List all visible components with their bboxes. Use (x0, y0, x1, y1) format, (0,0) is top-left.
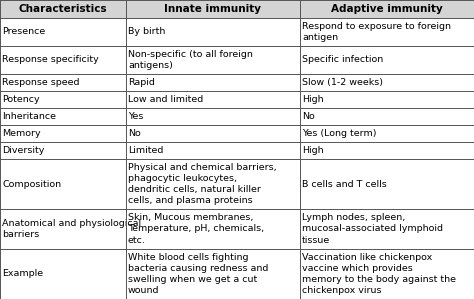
Bar (0, 108, 126, 125)
Bar (126, 46, 300, 74)
Bar (126, 18, 300, 46)
Text: Physical and chemical barriers,
phagocytic leukocytes,
dendritic cells, natural : Physical and chemical barriers, phagocyt… (128, 163, 277, 205)
Bar (300, 91, 474, 108)
Text: Skin, Mucous membranes,
Temperature, pH, chemicals,
etc.: Skin, Mucous membranes, Temperature, pH,… (128, 213, 264, 245)
Bar (300, 248, 474, 299)
Text: Composition: Composition (2, 179, 62, 189)
Text: Yes (Long term): Yes (Long term) (302, 129, 376, 138)
Bar (0, 209, 126, 248)
Bar (126, 0, 300, 18)
Bar (126, 159, 300, 209)
Text: Specific infection: Specific infection (302, 56, 383, 65)
Bar (300, 209, 474, 248)
Bar (300, 108, 474, 125)
Bar (126, 125, 300, 142)
Bar (300, 46, 474, 74)
Bar (126, 74, 300, 91)
Bar (0, 159, 126, 209)
Text: No: No (302, 112, 315, 121)
Text: Rapid: Rapid (128, 78, 155, 87)
Text: Low and limited: Low and limited (128, 95, 203, 104)
Bar (300, 18, 474, 46)
Bar (300, 74, 474, 91)
Bar (300, 125, 474, 142)
Bar (126, 248, 300, 299)
Bar (300, 159, 474, 209)
Text: Presence: Presence (2, 27, 46, 36)
Text: White blood cells fighting
bacteria causing redness and
swelling when we get a c: White blood cells fighting bacteria caus… (128, 253, 268, 295)
Text: By birth: By birth (128, 27, 165, 36)
Text: Memory: Memory (2, 129, 41, 138)
Text: Potency: Potency (2, 95, 40, 104)
Bar (126, 91, 300, 108)
Text: Limited: Limited (128, 146, 164, 155)
Text: Slow (1-2 weeks): Slow (1-2 weeks) (302, 78, 383, 87)
Bar (0, 46, 126, 74)
Text: Non-specific (to all foreign
antigens): Non-specific (to all foreign antigens) (128, 50, 253, 70)
Text: No: No (128, 129, 141, 138)
Bar (0, 0, 126, 18)
Text: Example: Example (2, 269, 44, 278)
Bar (0, 91, 126, 108)
Text: Characteristics: Characteristics (18, 4, 107, 14)
Bar (126, 142, 300, 159)
Bar (0, 142, 126, 159)
Text: Diversity: Diversity (2, 146, 45, 155)
Bar (0, 18, 126, 46)
Bar (126, 108, 300, 125)
Text: Lymph nodes, spleen,
mucosal-associated lymphoid
tissue: Lymph nodes, spleen, mucosal-associated … (302, 213, 443, 245)
Bar (300, 142, 474, 159)
Bar (0, 74, 126, 91)
Text: Response speed: Response speed (2, 78, 80, 87)
Bar (0, 125, 126, 142)
Bar (300, 0, 474, 18)
Text: Response specificity: Response specificity (2, 56, 99, 65)
Text: Innate immunity: Innate immunity (164, 4, 261, 14)
Bar (0, 248, 126, 299)
Bar (126, 209, 300, 248)
Text: High: High (302, 146, 324, 155)
Text: Respond to exposure to foreign
antigen: Respond to exposure to foreign antigen (302, 22, 451, 42)
Text: High: High (302, 95, 324, 104)
Text: Yes: Yes (128, 112, 143, 121)
Text: Vaccination like chickenpox
vaccine which provides
memory to the body against th: Vaccination like chickenpox vaccine whic… (302, 253, 456, 295)
Text: B cells and T cells: B cells and T cells (302, 179, 387, 189)
Text: Inheritance: Inheritance (2, 112, 56, 121)
Text: Anatomical and physiological
barriers: Anatomical and physiological barriers (2, 219, 142, 239)
Text: Adaptive immunity: Adaptive immunity (331, 4, 443, 14)
